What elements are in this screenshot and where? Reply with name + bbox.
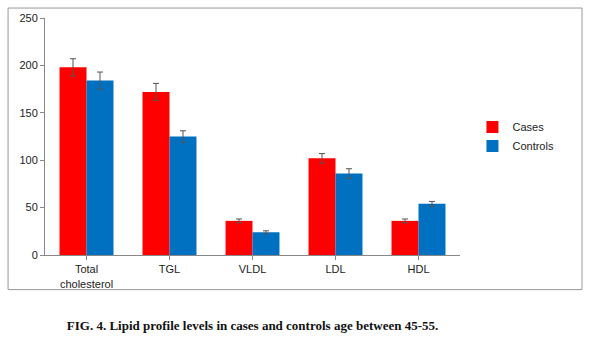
- svg-text:HDL: HDL: [407, 263, 429, 275]
- svg-text:TGL: TGL: [159, 263, 180, 275]
- svg-text:150: 150: [19, 107, 37, 119]
- svg-text:50: 50: [26, 201, 38, 213]
- svg-text:Cases: Cases: [512, 121, 544, 133]
- svg-text:VLDL: VLDL: [239, 263, 267, 275]
- svg-text:0: 0: [32, 249, 38, 261]
- svg-text:FIG. 4. Lipid profile levels i: FIG. 4. Lipid profile levels in cases an…: [67, 318, 438, 333]
- svg-text:100: 100: [19, 154, 37, 166]
- svg-text:250: 250: [19, 12, 37, 24]
- svg-text:Controls: Controls: [512, 140, 553, 152]
- svg-text:LDL: LDL: [325, 263, 345, 275]
- svg-text:200: 200: [19, 59, 37, 71]
- svg-text:Totalcholesterol: Totalcholesterol: [60, 263, 113, 289]
